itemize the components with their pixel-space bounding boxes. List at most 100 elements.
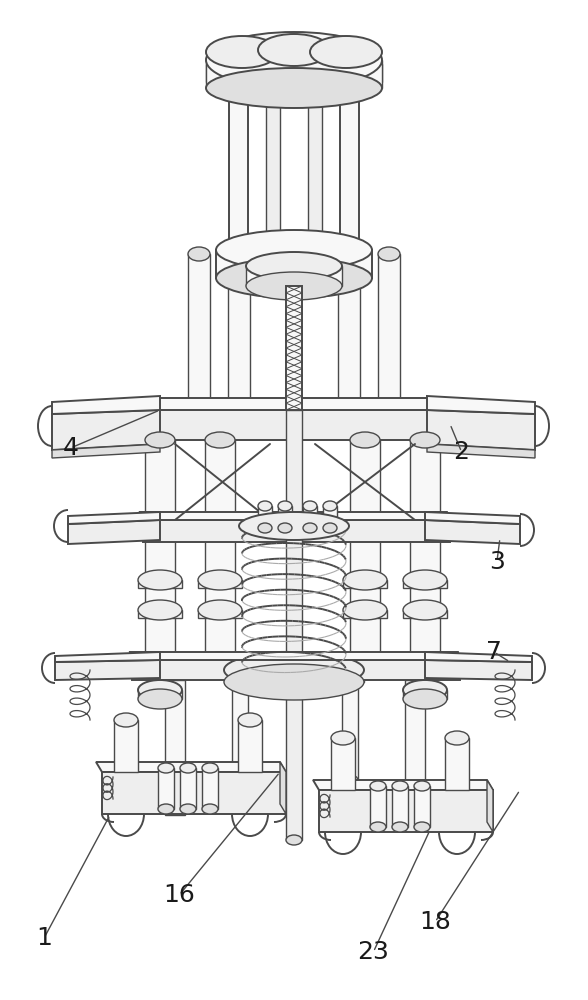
Ellipse shape — [331, 731, 355, 745]
Ellipse shape — [323, 523, 337, 533]
Text: 23: 23 — [358, 940, 389, 964]
Polygon shape — [198, 610, 242, 618]
Polygon shape — [280, 762, 286, 814]
Text: 7: 7 — [486, 640, 502, 664]
Polygon shape — [350, 440, 380, 660]
Ellipse shape — [343, 570, 387, 590]
Polygon shape — [198, 580, 242, 588]
Polygon shape — [303, 506, 317, 528]
Ellipse shape — [224, 664, 364, 700]
Ellipse shape — [202, 763, 218, 773]
Polygon shape — [310, 60, 382, 82]
Polygon shape — [145, 440, 175, 660]
Polygon shape — [246, 266, 342, 286]
Ellipse shape — [258, 34, 330, 66]
Polygon shape — [414, 786, 430, 827]
Ellipse shape — [180, 804, 196, 814]
Polygon shape — [487, 780, 493, 832]
Ellipse shape — [310, 36, 382, 68]
Polygon shape — [370, 786, 386, 827]
Ellipse shape — [228, 247, 250, 261]
Polygon shape — [132, 660, 460, 680]
Ellipse shape — [258, 501, 272, 511]
Polygon shape — [340, 88, 359, 250]
Ellipse shape — [145, 652, 175, 668]
Polygon shape — [392, 786, 408, 827]
Polygon shape — [338, 254, 360, 410]
Polygon shape — [278, 506, 292, 528]
Polygon shape — [228, 254, 250, 410]
Ellipse shape — [403, 600, 447, 620]
Polygon shape — [427, 410, 535, 450]
Ellipse shape — [392, 781, 408, 791]
Polygon shape — [405, 680, 425, 815]
Ellipse shape — [378, 247, 400, 261]
Text: 16: 16 — [163, 883, 195, 907]
Polygon shape — [127, 410, 462, 440]
Polygon shape — [445, 738, 469, 790]
Polygon shape — [143, 520, 450, 542]
Ellipse shape — [343, 600, 387, 620]
Ellipse shape — [370, 822, 386, 832]
Polygon shape — [229, 88, 248, 250]
Polygon shape — [331, 738, 355, 790]
Ellipse shape — [246, 252, 342, 280]
Ellipse shape — [216, 258, 372, 298]
Ellipse shape — [206, 68, 382, 108]
Ellipse shape — [370, 781, 386, 791]
Polygon shape — [343, 610, 387, 618]
Ellipse shape — [145, 432, 175, 448]
Ellipse shape — [206, 36, 278, 68]
Polygon shape — [425, 520, 520, 544]
Polygon shape — [206, 60, 278, 82]
Ellipse shape — [224, 652, 364, 688]
Polygon shape — [286, 410, 302, 840]
Polygon shape — [425, 660, 532, 680]
Ellipse shape — [138, 570, 182, 590]
Polygon shape — [138, 610, 182, 618]
Ellipse shape — [350, 652, 380, 668]
Polygon shape — [403, 610, 447, 618]
Polygon shape — [68, 520, 160, 544]
Text: 1: 1 — [36, 926, 52, 950]
Polygon shape — [140, 512, 450, 520]
Polygon shape — [427, 444, 535, 458]
Ellipse shape — [232, 775, 248, 785]
Polygon shape — [378, 254, 400, 410]
Ellipse shape — [158, 763, 174, 773]
Ellipse shape — [350, 432, 380, 448]
Polygon shape — [180, 768, 196, 809]
Polygon shape — [125, 398, 462, 410]
Ellipse shape — [403, 689, 447, 709]
Polygon shape — [206, 64, 382, 88]
Polygon shape — [216, 250, 372, 278]
Ellipse shape — [323, 501, 337, 511]
Ellipse shape — [403, 570, 447, 590]
Polygon shape — [425, 512, 520, 524]
Polygon shape — [52, 396, 160, 414]
Ellipse shape — [198, 600, 242, 620]
Ellipse shape — [286, 835, 302, 845]
Ellipse shape — [239, 512, 349, 540]
Polygon shape — [68, 512, 160, 524]
Ellipse shape — [414, 781, 430, 791]
Polygon shape — [52, 410, 160, 450]
Ellipse shape — [158, 804, 174, 814]
Text: 2: 2 — [453, 440, 470, 464]
Polygon shape — [427, 396, 535, 414]
Ellipse shape — [278, 501, 292, 511]
Text: 4: 4 — [62, 436, 79, 460]
Ellipse shape — [403, 680, 447, 700]
Polygon shape — [403, 580, 447, 588]
Polygon shape — [319, 790, 493, 832]
Ellipse shape — [198, 570, 242, 590]
Polygon shape — [258, 506, 272, 528]
Ellipse shape — [205, 432, 235, 448]
Ellipse shape — [410, 652, 440, 668]
Polygon shape — [165, 680, 185, 815]
Polygon shape — [232, 680, 248, 780]
Ellipse shape — [216, 230, 372, 270]
Ellipse shape — [410, 432, 440, 448]
Ellipse shape — [138, 600, 182, 620]
Polygon shape — [224, 670, 364, 682]
